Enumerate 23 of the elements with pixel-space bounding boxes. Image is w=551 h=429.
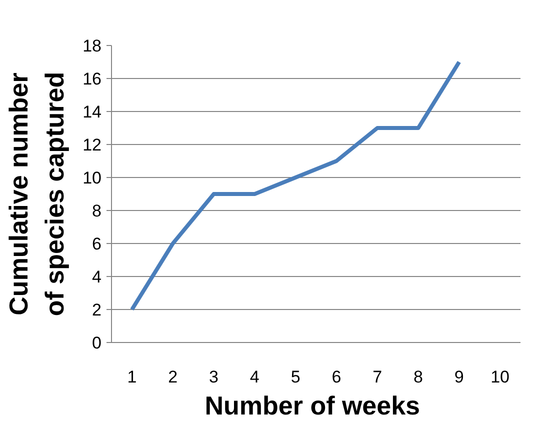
- y-tick-label: 0: [92, 334, 102, 352]
- x-tick-label: 4: [250, 368, 260, 386]
- x-tick-label: 5: [290, 368, 300, 386]
- x-tick-label: 7: [372, 368, 382, 386]
- y-tick-label: 6: [92, 234, 102, 254]
- y-tick-label: 14: [82, 102, 102, 122]
- y-tick-label: 4: [92, 268, 102, 286]
- x-tick-label: 8: [414, 368, 423, 386]
- y-axis-title: Cumulative number of species captured: [4, 72, 70, 316]
- x-tick-label: 1: [127, 368, 137, 386]
- y-tick-label: 16: [82, 70, 102, 88]
- x-axis-title: Number of weeks: [204, 390, 420, 420]
- y-tick-label: 8: [92, 202, 102, 220]
- y-tick-label: 10: [82, 168, 102, 188]
- line-series: [130, 60, 462, 312]
- x-tick-label: 3: [209, 368, 218, 386]
- y-tick-label: 12: [82, 136, 102, 154]
- x-tick-label: 9: [454, 368, 464, 386]
- y-tick-label: 18: [82, 36, 102, 56]
- y-tick-label: 2: [92, 300, 102, 320]
- x-tick-label: 2: [168, 368, 178, 386]
- x-tick-label: 10: [490, 368, 510, 386]
- x-tick-label: 6: [332, 368, 342, 386]
